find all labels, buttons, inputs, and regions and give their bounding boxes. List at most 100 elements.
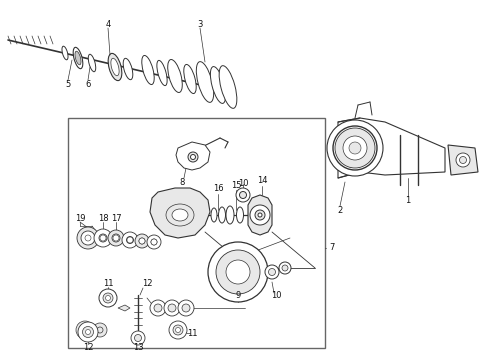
Text: 1: 1: [405, 195, 411, 204]
Bar: [68, 118, 325, 348]
Circle shape: [93, 323, 107, 337]
Ellipse shape: [237, 207, 244, 223]
Ellipse shape: [88, 54, 96, 72]
Ellipse shape: [75, 51, 81, 65]
Circle shape: [76, 321, 94, 339]
Circle shape: [279, 262, 291, 274]
Circle shape: [265, 265, 279, 279]
Text: 16: 16: [213, 184, 223, 193]
Text: 14: 14: [257, 176, 267, 185]
Text: 13: 13: [133, 343, 143, 352]
Circle shape: [77, 227, 99, 249]
Circle shape: [151, 239, 157, 245]
Circle shape: [349, 142, 361, 154]
Text: 10: 10: [271, 291, 281, 300]
Ellipse shape: [168, 59, 182, 93]
Text: 7: 7: [329, 243, 335, 252]
Circle shape: [134, 334, 142, 342]
Ellipse shape: [196, 62, 214, 102]
Circle shape: [282, 265, 288, 271]
Circle shape: [240, 192, 246, 198]
Circle shape: [112, 234, 120, 242]
Circle shape: [216, 250, 260, 294]
Text: 19: 19: [75, 213, 85, 222]
Circle shape: [99, 234, 107, 242]
Polygon shape: [248, 195, 272, 235]
Circle shape: [97, 327, 103, 333]
Circle shape: [135, 234, 149, 248]
Ellipse shape: [62, 46, 68, 60]
Text: 5: 5: [65, 80, 71, 89]
Circle shape: [236, 188, 250, 202]
Circle shape: [182, 304, 190, 312]
Circle shape: [255, 210, 265, 220]
Circle shape: [81, 326, 89, 334]
Polygon shape: [338, 118, 445, 178]
Ellipse shape: [108, 53, 122, 81]
Circle shape: [139, 238, 145, 244]
Polygon shape: [150, 188, 210, 238]
Circle shape: [343, 136, 367, 160]
Circle shape: [113, 235, 119, 241]
Circle shape: [327, 120, 383, 176]
Text: 3: 3: [197, 19, 203, 28]
Text: 2: 2: [338, 206, 343, 215]
Text: 18: 18: [98, 213, 108, 222]
Ellipse shape: [157, 60, 167, 86]
Circle shape: [139, 238, 145, 244]
Circle shape: [188, 152, 198, 162]
Circle shape: [122, 232, 138, 248]
Ellipse shape: [219, 207, 225, 223]
Circle shape: [250, 205, 270, 225]
Circle shape: [169, 321, 187, 339]
Circle shape: [191, 154, 196, 159]
Text: 10: 10: [238, 179, 248, 188]
Circle shape: [258, 213, 262, 217]
Circle shape: [164, 300, 180, 316]
Ellipse shape: [166, 204, 194, 226]
Ellipse shape: [123, 58, 133, 80]
Circle shape: [103, 293, 113, 303]
Ellipse shape: [211, 208, 217, 222]
Text: 4: 4: [105, 19, 111, 28]
Circle shape: [147, 235, 161, 249]
Ellipse shape: [210, 67, 225, 103]
Circle shape: [81, 231, 95, 245]
Text: 6: 6: [85, 80, 91, 89]
Circle shape: [226, 260, 250, 284]
Circle shape: [154, 304, 162, 312]
Text: 15: 15: [231, 180, 241, 189]
Circle shape: [100, 235, 106, 241]
Ellipse shape: [111, 58, 119, 76]
Text: 9: 9: [235, 291, 241, 300]
Circle shape: [105, 296, 111, 301]
Circle shape: [85, 329, 91, 334]
Circle shape: [208, 242, 268, 302]
Text: 12: 12: [142, 279, 152, 288]
Circle shape: [168, 304, 176, 312]
Ellipse shape: [219, 66, 237, 108]
Text: 8: 8: [179, 177, 185, 186]
Circle shape: [456, 153, 470, 167]
Circle shape: [460, 157, 466, 163]
Circle shape: [151, 239, 157, 245]
Circle shape: [173, 325, 183, 335]
Circle shape: [175, 328, 180, 333]
Text: 17: 17: [111, 213, 122, 222]
Ellipse shape: [172, 209, 188, 221]
Circle shape: [131, 331, 145, 345]
Ellipse shape: [226, 206, 234, 224]
Polygon shape: [176, 142, 210, 170]
Circle shape: [335, 128, 375, 168]
Circle shape: [108, 230, 124, 246]
Text: 11: 11: [187, 328, 197, 338]
Circle shape: [82, 327, 94, 338]
Text: 12: 12: [83, 343, 93, 352]
Circle shape: [94, 229, 112, 247]
Circle shape: [78, 322, 98, 342]
Circle shape: [178, 300, 194, 316]
Circle shape: [269, 269, 275, 275]
Ellipse shape: [142, 55, 154, 85]
Circle shape: [99, 289, 117, 307]
Circle shape: [126, 237, 133, 243]
